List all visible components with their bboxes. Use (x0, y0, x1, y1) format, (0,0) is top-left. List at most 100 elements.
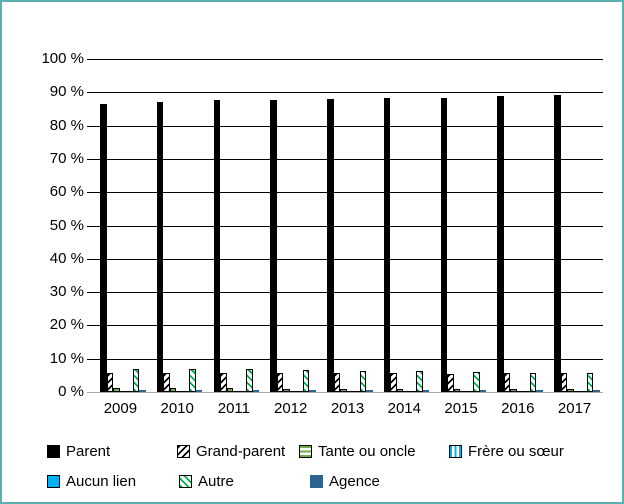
bar-parent-2014 (383, 98, 391, 392)
x-tick-label-2015: 2015 (444, 400, 478, 417)
legend-label-fr-re-ou-s-ur: Frère ou sœur (468, 443, 564, 460)
y-tick-label: 30 % (49, 283, 84, 301)
legend-swatch-parent (47, 445, 60, 458)
bar-grand-parent-2012 (276, 373, 284, 392)
bar-tante-ou-oncle-2017 (567, 389, 574, 392)
gridline-90 (92, 92, 603, 94)
legend-swatch-tante-ou-oncle (299, 445, 312, 458)
x-axis-line (87, 392, 603, 393)
bar-grand-parent-2013 (333, 373, 341, 392)
y-tick-label: 10 % (49, 349, 84, 367)
y-axis-tick (87, 325, 92, 327)
legend-swatch-aucun-lien (47, 475, 60, 488)
legend-swatch-agence (310, 475, 323, 488)
bar-grand-parent-2015 (447, 374, 454, 392)
legend-label-agence: Agence (329, 473, 380, 490)
bar-autre-2013 (359, 371, 367, 392)
bar-tante-ou-oncle-2014 (396, 389, 404, 392)
bar-autre-2010 (189, 369, 196, 392)
gridline-100 (92, 59, 603, 60)
legend-item-agence: Agence (310, 473, 380, 490)
gridline-60 (92, 192, 603, 194)
gridline-20 (92, 325, 603, 327)
y-axis-tick (87, 292, 92, 294)
bar-parent-2011 (213, 100, 221, 392)
y-tick-label: 60 % (49, 183, 84, 201)
bar-parent-2012 (270, 100, 277, 392)
gridline-10 (92, 358, 603, 360)
bar-parent-2017 (554, 95, 561, 392)
bar-parent-2015 (440, 98, 448, 392)
bar-tante-ou-oncle-2012 (283, 389, 290, 392)
legend-item-parent: Parent (47, 443, 110, 460)
legend-item-autre: Autre (179, 473, 234, 490)
bar-agence-2013 (366, 390, 373, 392)
y-axis-tick (87, 158, 92, 160)
bar-autre-2014 (416, 371, 423, 392)
bar-tante-ou-oncle-2010 (169, 388, 177, 392)
bar-grand-parent-2010 (163, 373, 170, 392)
x-tick-label-2012: 2012 (274, 400, 308, 417)
legend-item-tante-ou-oncle: Tante ou oncle (299, 443, 416, 460)
bar-agence-2016 (536, 390, 543, 392)
gridline-80 (92, 125, 603, 127)
x-tick-label-2011: 2011 (217, 400, 251, 417)
legend-item-fr-re-ou-s-ur: Frère ou sœur (449, 443, 564, 460)
bar-autre-2015 (473, 372, 480, 392)
bar-grand-parent-2011 (220, 373, 227, 392)
legend-swatch-fr-re-ou-s-ur (449, 445, 462, 458)
bar-tante-ou-oncle-2011 (226, 388, 234, 392)
bar-parent-2010 (156, 102, 164, 392)
x-tick-label-2009: 2009 (103, 400, 138, 417)
y-tick-label: 20 % (49, 316, 84, 334)
y-axis-tick (87, 92, 92, 94)
bar-tante-ou-oncle-2013 (340, 389, 347, 392)
legend-label-parent: Parent (66, 443, 111, 460)
bar-autre-2011 (246, 369, 253, 392)
y-tick-label: 0 % (58, 383, 84, 400)
bar-autre-2016 (529, 373, 537, 392)
bar-parent-2009 (100, 104, 107, 392)
gridline-30 (92, 292, 603, 294)
legend-swatch-grand-parent (177, 445, 190, 458)
y-tick-label: 70 % (49, 149, 84, 167)
gridline-50 (92, 225, 603, 227)
legend-swatch-autre (179, 475, 192, 488)
bar-tante-ou-oncle-2015 (453, 389, 461, 392)
y-axis-tick (87, 59, 92, 60)
bar-grand-parent-2014 (390, 373, 397, 392)
x-tick-label-2013: 2013 (330, 400, 365, 417)
y-axis-tick (87, 125, 92, 127)
bar-grand-parent-2017 (560, 373, 568, 392)
bar-grand-parent-2016 (503, 373, 511, 392)
gridline-70 (92, 158, 603, 160)
bar-agence-2015 (479, 390, 487, 392)
x-tick-label-2017: 2017 (557, 400, 592, 417)
x-tick-label-2014: 2014 (387, 400, 421, 417)
bar-autre-2012 (302, 370, 310, 392)
y-axis-tick (87, 225, 92, 227)
bar-autre-2009 (132, 369, 139, 392)
y-tick-label: 100 % (41, 50, 84, 67)
y-tick-label: 50 % (49, 216, 84, 234)
bar-agence-2017 (593, 390, 600, 392)
legend-item-grand-parent: Grand-parent (177, 443, 285, 460)
bar-agence-2009 (139, 390, 146, 392)
bar-tante-ou-oncle-2009 (113, 388, 120, 392)
y-tick-label: 80 % (49, 116, 84, 134)
legend-label-tante-ou-oncle: Tante ou oncle (318, 443, 416, 460)
x-tick-label-2010: 2010 (160, 400, 194, 417)
legend-label-autre: Autre (198, 473, 234, 490)
bar-autre-2017 (586, 373, 594, 392)
plot-area (92, 59, 603, 393)
y-axis-tick (87, 358, 92, 360)
y-tick-label: 90 % (49, 83, 84, 101)
bar-grand-parent-2009 (106, 373, 113, 392)
x-tick-label-2016: 2016 (501, 400, 535, 417)
legend-label-aucun-lien: Aucun lien (66, 473, 137, 490)
bar-agence-2011 (252, 390, 260, 392)
legend-label-grand-parent: Grand-parent (196, 443, 286, 460)
y-axis-tick (87, 192, 92, 194)
